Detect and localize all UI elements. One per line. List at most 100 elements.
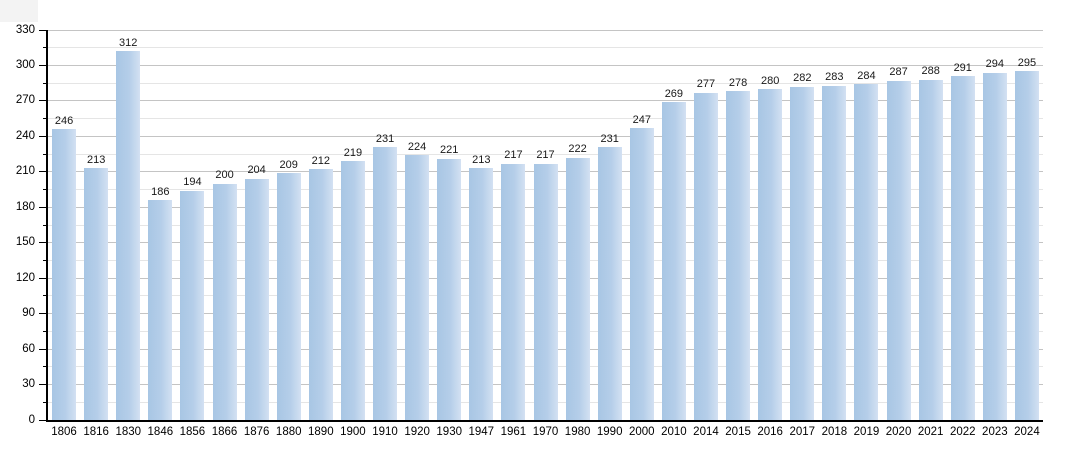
y-axis-tick-label: 60 [22,342,35,355]
y-axis-tick-label: 240 [15,129,35,142]
bar [373,147,398,420]
bar [918,79,943,420]
bar [758,89,783,420]
x-axis-tick-label: 1947 [468,426,495,438]
bar-value-label: 224 [407,140,427,153]
bar [661,102,686,420]
bar [982,72,1007,420]
x-axis-tick-label: 1806 [51,426,77,438]
x-axis-tick-label: 1876 [243,426,270,438]
x-axis-tick-label: 1866 [211,426,238,438]
x-axis-tick-label: 1910 [372,426,398,438]
bar [469,168,494,420]
bar [1014,71,1039,420]
bar-value-label: 283 [825,71,844,84]
y-axis-major-tick [39,29,47,31]
bar [180,190,205,420]
bar [116,51,141,420]
x-axis-tick-label: 1970 [532,426,559,438]
y-axis-minor-tick [43,47,47,49]
bar-value-label: 204 [247,164,266,177]
bar [790,86,815,420]
bar [854,84,879,420]
x-axis-tick-label: 2024 [1014,426,1040,438]
y-axis-major-tick [39,171,47,173]
y-axis-minor-tick [43,118,47,120]
bar [533,163,558,420]
x-axis-tick-label: 2019 [853,426,880,438]
y-axis-tick-label: 0 [28,413,35,426]
y-axis-line [46,30,48,420]
y-axis-minor-tick [43,224,47,226]
x-axis-line [46,420,1043,422]
y-axis-tick-label: 90 [22,307,35,320]
y-axis-major-tick [39,100,47,102]
x-axis-tick-label: 1920 [404,426,430,438]
x-axis-tick-label: 2000 [628,426,655,438]
y-axis-tick-label: 30 [22,378,35,391]
x-axis-tick-label: 2022 [949,426,976,438]
bar [597,147,622,420]
bar-value-label: 278 [728,76,748,89]
bar-value-label: 217 [536,149,555,162]
corner-artifact-patch [0,0,38,22]
x-axis-tick-label: 1830 [115,426,142,438]
bar-value-label: 209 [279,158,298,171]
bar [212,183,237,420]
bar-value-label: 269 [664,87,684,100]
y-axis-major-tick [39,384,47,386]
y-axis-minor-tick [43,330,47,332]
y-axis-tick-label: 270 [15,94,35,107]
x-axis-tick-label: 1816 [83,426,109,438]
y-axis-minor-tick [43,366,47,368]
bar [437,158,462,420]
bar [52,129,77,420]
bar-value-label: 213 [86,153,106,166]
x-axis-tick-label: 1856 [179,426,206,438]
minor-gridline [48,153,1043,155]
y-axis-tick-label: 300 [15,58,35,71]
bar-value-label: 231 [375,132,395,145]
x-axis-tick-label: 2010 [661,426,687,438]
bar-value-label: 231 [600,132,619,145]
bar-value-label: 246 [54,114,74,127]
y-axis-minor-tick [43,189,47,191]
bar-value-label: 212 [311,154,330,167]
x-axis-tick-label: 1990 [596,426,623,438]
x-axis-tick-label: 1930 [436,426,462,438]
bar [950,76,975,420]
x-axis-tick-label: 1880 [275,426,302,438]
bar [84,168,109,420]
x-axis-tick-label: 1900 [340,426,366,438]
bar [822,85,847,420]
y-axis-major-tick [39,277,47,279]
major-gridline [48,135,1043,137]
minor-gridline [48,47,1043,49]
y-axis-tick-label: 120 [15,271,35,284]
bar [340,161,365,420]
x-axis-tick-label: 2015 [725,426,751,438]
major-gridline [48,100,1043,102]
minor-gridline [48,118,1043,120]
x-axis-tick-label: 2018 [821,426,848,438]
y-axis-minor-tick [43,153,47,155]
bar-value-label: 295 [1017,56,1037,69]
bar-value-label: 217 [504,149,523,162]
x-axis-tick-label: 1846 [147,426,174,438]
y-axis-major-tick [39,64,47,66]
bar [629,128,654,420]
x-axis-tick-label: 2014 [693,426,719,438]
bar-value-label: 221 [440,144,459,157]
bar-value-label: 287 [889,66,908,79]
y-axis-minor-tick [43,259,47,261]
bar-value-label: 277 [696,78,716,91]
bar-value-label: 312 [119,36,138,49]
x-axis-tick-label: 1890 [308,426,334,438]
bar [308,169,333,420]
y-axis-tick-label: 150 [15,236,35,249]
y-axis-tick-label: 210 [15,165,35,178]
bar-value-label: 284 [857,69,876,82]
y-axis-major-tick [39,135,47,137]
